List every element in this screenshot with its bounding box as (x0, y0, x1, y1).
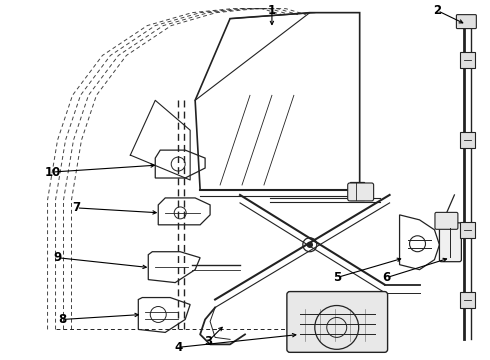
Text: 10: 10 (45, 166, 61, 179)
Text: 5: 5 (333, 271, 341, 284)
FancyBboxPatch shape (435, 212, 458, 229)
Text: 1: 1 (268, 4, 276, 17)
Text: 4: 4 (174, 341, 182, 354)
Bar (461, 132, 475, 148)
Bar (350, 182, 364, 200)
Bar (461, 222, 475, 238)
Text: 6: 6 (383, 271, 391, 284)
Bar (461, 53, 475, 68)
Text: 3: 3 (204, 335, 212, 348)
Bar (461, 292, 475, 307)
FancyBboxPatch shape (456, 15, 476, 28)
Text: 2: 2 (433, 4, 441, 17)
FancyBboxPatch shape (287, 292, 388, 352)
Text: 9: 9 (53, 251, 62, 264)
Text: 7: 7 (73, 201, 80, 215)
Text: 8: 8 (58, 313, 67, 326)
FancyBboxPatch shape (348, 183, 374, 201)
FancyBboxPatch shape (440, 223, 462, 262)
Circle shape (307, 242, 312, 247)
